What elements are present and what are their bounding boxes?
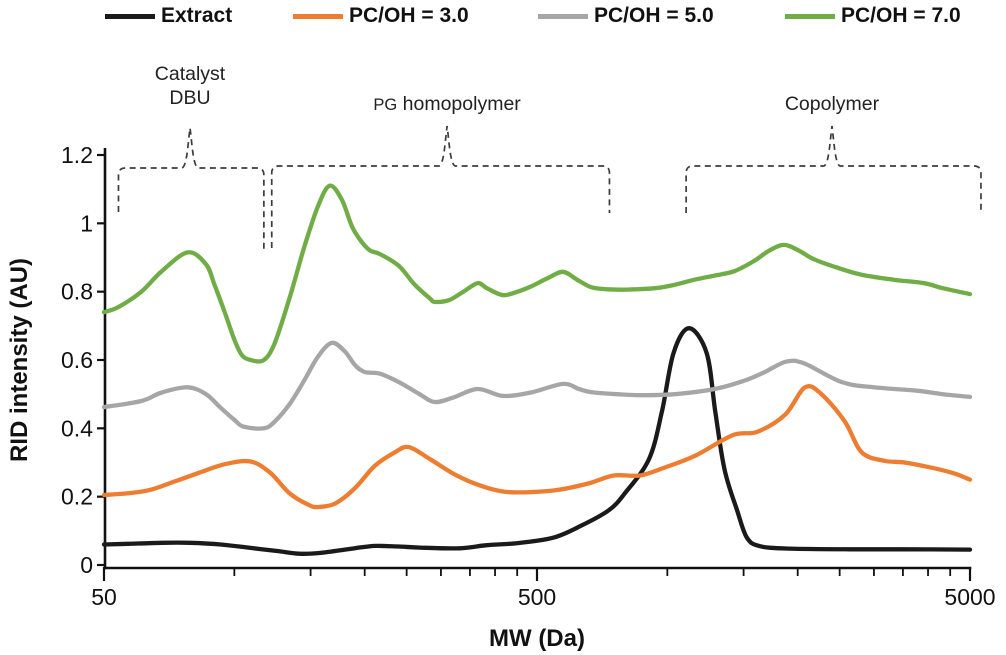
series-line-extract xyxy=(101,326,973,556)
annotation-label-copolymer: Copolymer xyxy=(785,93,880,115)
legend-item-extract: Extract xyxy=(105,3,232,29)
series-line-pc-oh-5-0 xyxy=(101,340,973,431)
axis-tick-labels: 50 500 5000 0 0.2 0.4 0.6 0.8 1 1.2 xyxy=(61,142,996,610)
annotation-bracket-catalyst-dbu xyxy=(117,127,265,250)
legend-item-pc-oh-5-0: PC/OH = 5.0 xyxy=(538,3,714,29)
annotation-bracket-copolymer xyxy=(685,125,982,213)
y-axis-title: RID intensity (AU) xyxy=(6,258,33,462)
y-tick-label: 0 xyxy=(80,552,93,578)
legend-label: PC/OH = 3.0 xyxy=(349,4,469,27)
legend-swatch-pc-oh-5-0 xyxy=(538,13,588,19)
x-tick-label: 50 xyxy=(91,584,117,610)
y-tick-label: 0.6 xyxy=(61,347,93,373)
legend-swatch-pc-oh-7-0 xyxy=(785,13,835,19)
y-tick-label: 0.8 xyxy=(61,279,93,305)
annotation-label-dbu: DBU xyxy=(169,87,210,109)
x-axis-title: MW (Da) xyxy=(489,625,585,652)
annotation-bracket-pg-homopolymer xyxy=(270,125,611,248)
legend-swatch-extract xyxy=(105,13,155,19)
x-tick-label: 5000 xyxy=(944,584,995,610)
y-tick-label: 1.2 xyxy=(61,142,93,168)
annotation-label-catalyst: Catalyst xyxy=(155,63,226,85)
axis-ticks xyxy=(97,153,972,581)
y-tick-label: 1 xyxy=(80,210,93,236)
annotation-label-pg-homopolymer: PG homopolymer xyxy=(373,93,521,115)
series-line-pc-oh-7-0 xyxy=(101,183,973,364)
legend-item-pc-oh-7-0: PC/OH = 7.0 xyxy=(785,3,961,29)
legend-label: PC/OH = 7.0 xyxy=(841,4,961,27)
legend-label: Extract xyxy=(161,4,233,27)
y-tick-label: 0.4 xyxy=(61,415,93,441)
x-tick-label: 500 xyxy=(518,584,556,610)
series-line-pc-oh-3-0 xyxy=(101,384,973,510)
series-layer xyxy=(101,183,973,556)
axes: 50 500 5000 0 0.2 0.4 0.6 0.8 1 1.2 MW (Da) RID i… xyxy=(6,142,996,652)
y-tick-label: 0.2 xyxy=(61,484,93,510)
legend-item-pc-oh-3-0: PC/OH = 3.0 xyxy=(293,3,469,29)
legend-swatch-pc-oh-3-0 xyxy=(293,13,343,19)
legend-label: PC/OH = 5.0 xyxy=(594,4,714,27)
